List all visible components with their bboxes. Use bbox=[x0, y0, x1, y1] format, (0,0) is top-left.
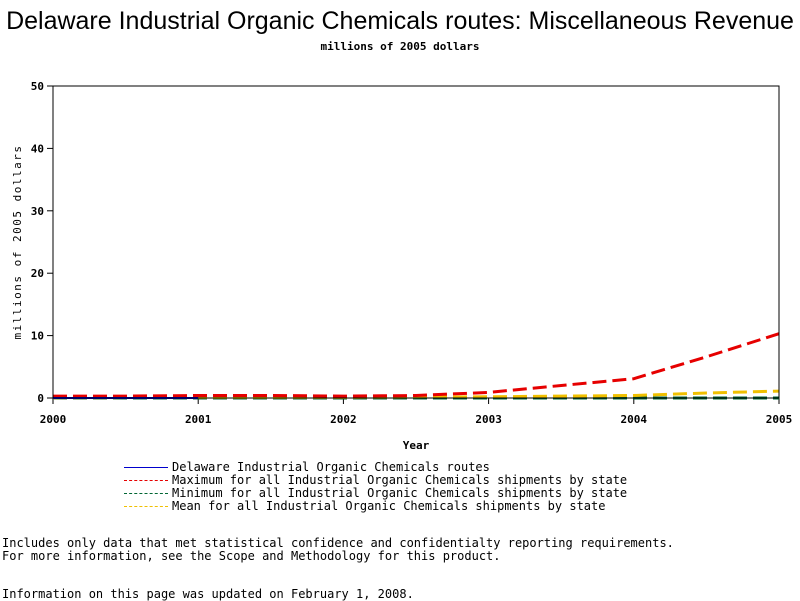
legend-label-minimum: Minimum for all Industrial Organic Chemi… bbox=[172, 486, 628, 500]
series-line-mean bbox=[52, 389, 780, 400]
x-tick-label: 2005 bbox=[766, 413, 793, 426]
footnote-confidentiality: Includes only data that met statistical … bbox=[2, 536, 674, 550]
legend-item-maximum: Maximum for all Industrial Organic Chemi… bbox=[122, 474, 627, 487]
legend-swatch-mean bbox=[124, 506, 168, 507]
y-axis-ticks: 0 10 20 30 40 50 bbox=[31, 80, 53, 405]
x-axis-ticks: 2000 2001 2002 2003 2004 2005 bbox=[40, 398, 793, 426]
line-chart: 0 10 20 30 40 50 2000 2001 2002 2003 2004 2005 mil… bbox=[11, 80, 793, 452]
x-axis-label: Year bbox=[403, 439, 430, 452]
legend-swatch-delaware bbox=[124, 467, 168, 468]
x-tick-label: 2004 bbox=[621, 413, 648, 426]
series-line-maximum bbox=[53, 332, 780, 398]
y-tick-label: 10 bbox=[31, 330, 44, 343]
legend-item-minimum: Minimum for all Industrial Organic Chemi… bbox=[122, 487, 627, 500]
chart-subtitle: millions of 2005 dollars bbox=[320, 40, 480, 53]
y-tick-label: 0 bbox=[37, 392, 44, 405]
legend-label-maximum: Maximum for all Industrial Organic Chemi… bbox=[172, 473, 628, 487]
legend-label-delaware: Delaware Industrial Organic Chemicals ro… bbox=[172, 460, 490, 474]
y-tick-label: 20 bbox=[31, 267, 44, 280]
legend-item-delaware: Delaware Industrial Organic Chemicals ro… bbox=[122, 461, 627, 474]
legend-swatch-minimum bbox=[124, 493, 168, 494]
x-tick-label: 2003 bbox=[475, 413, 502, 426]
legend-item-mean: Mean for all Industrial Organic Chemical… bbox=[122, 500, 627, 513]
plot-frame bbox=[52, 85, 780, 399]
footnote-updated: Information on this page was updated on … bbox=[2, 587, 414, 601]
y-tick-label: 50 bbox=[31, 80, 44, 93]
y-axis-label: millions of 2005 dollars bbox=[11, 145, 24, 340]
x-tick-label: 2002 bbox=[330, 413, 357, 426]
legend: Delaware Industrial Organic Chemicals ro… bbox=[122, 461, 627, 513]
series-layer bbox=[52, 332, 780, 400]
legend-label-mean: Mean for all Industrial Organic Chemical… bbox=[172, 499, 606, 513]
y-tick-label: 30 bbox=[31, 205, 44, 218]
footnote-methodology: For more information, see the Scope and … bbox=[2, 549, 501, 563]
y-tick-label: 40 bbox=[31, 142, 44, 155]
x-tick-label: 2000 bbox=[40, 413, 67, 426]
x-tick-label: 2001 bbox=[185, 413, 212, 426]
chart-title: Delaware Industrial Organic Chemicals ro… bbox=[6, 7, 794, 35]
legend-swatch-maximum bbox=[124, 480, 168, 481]
